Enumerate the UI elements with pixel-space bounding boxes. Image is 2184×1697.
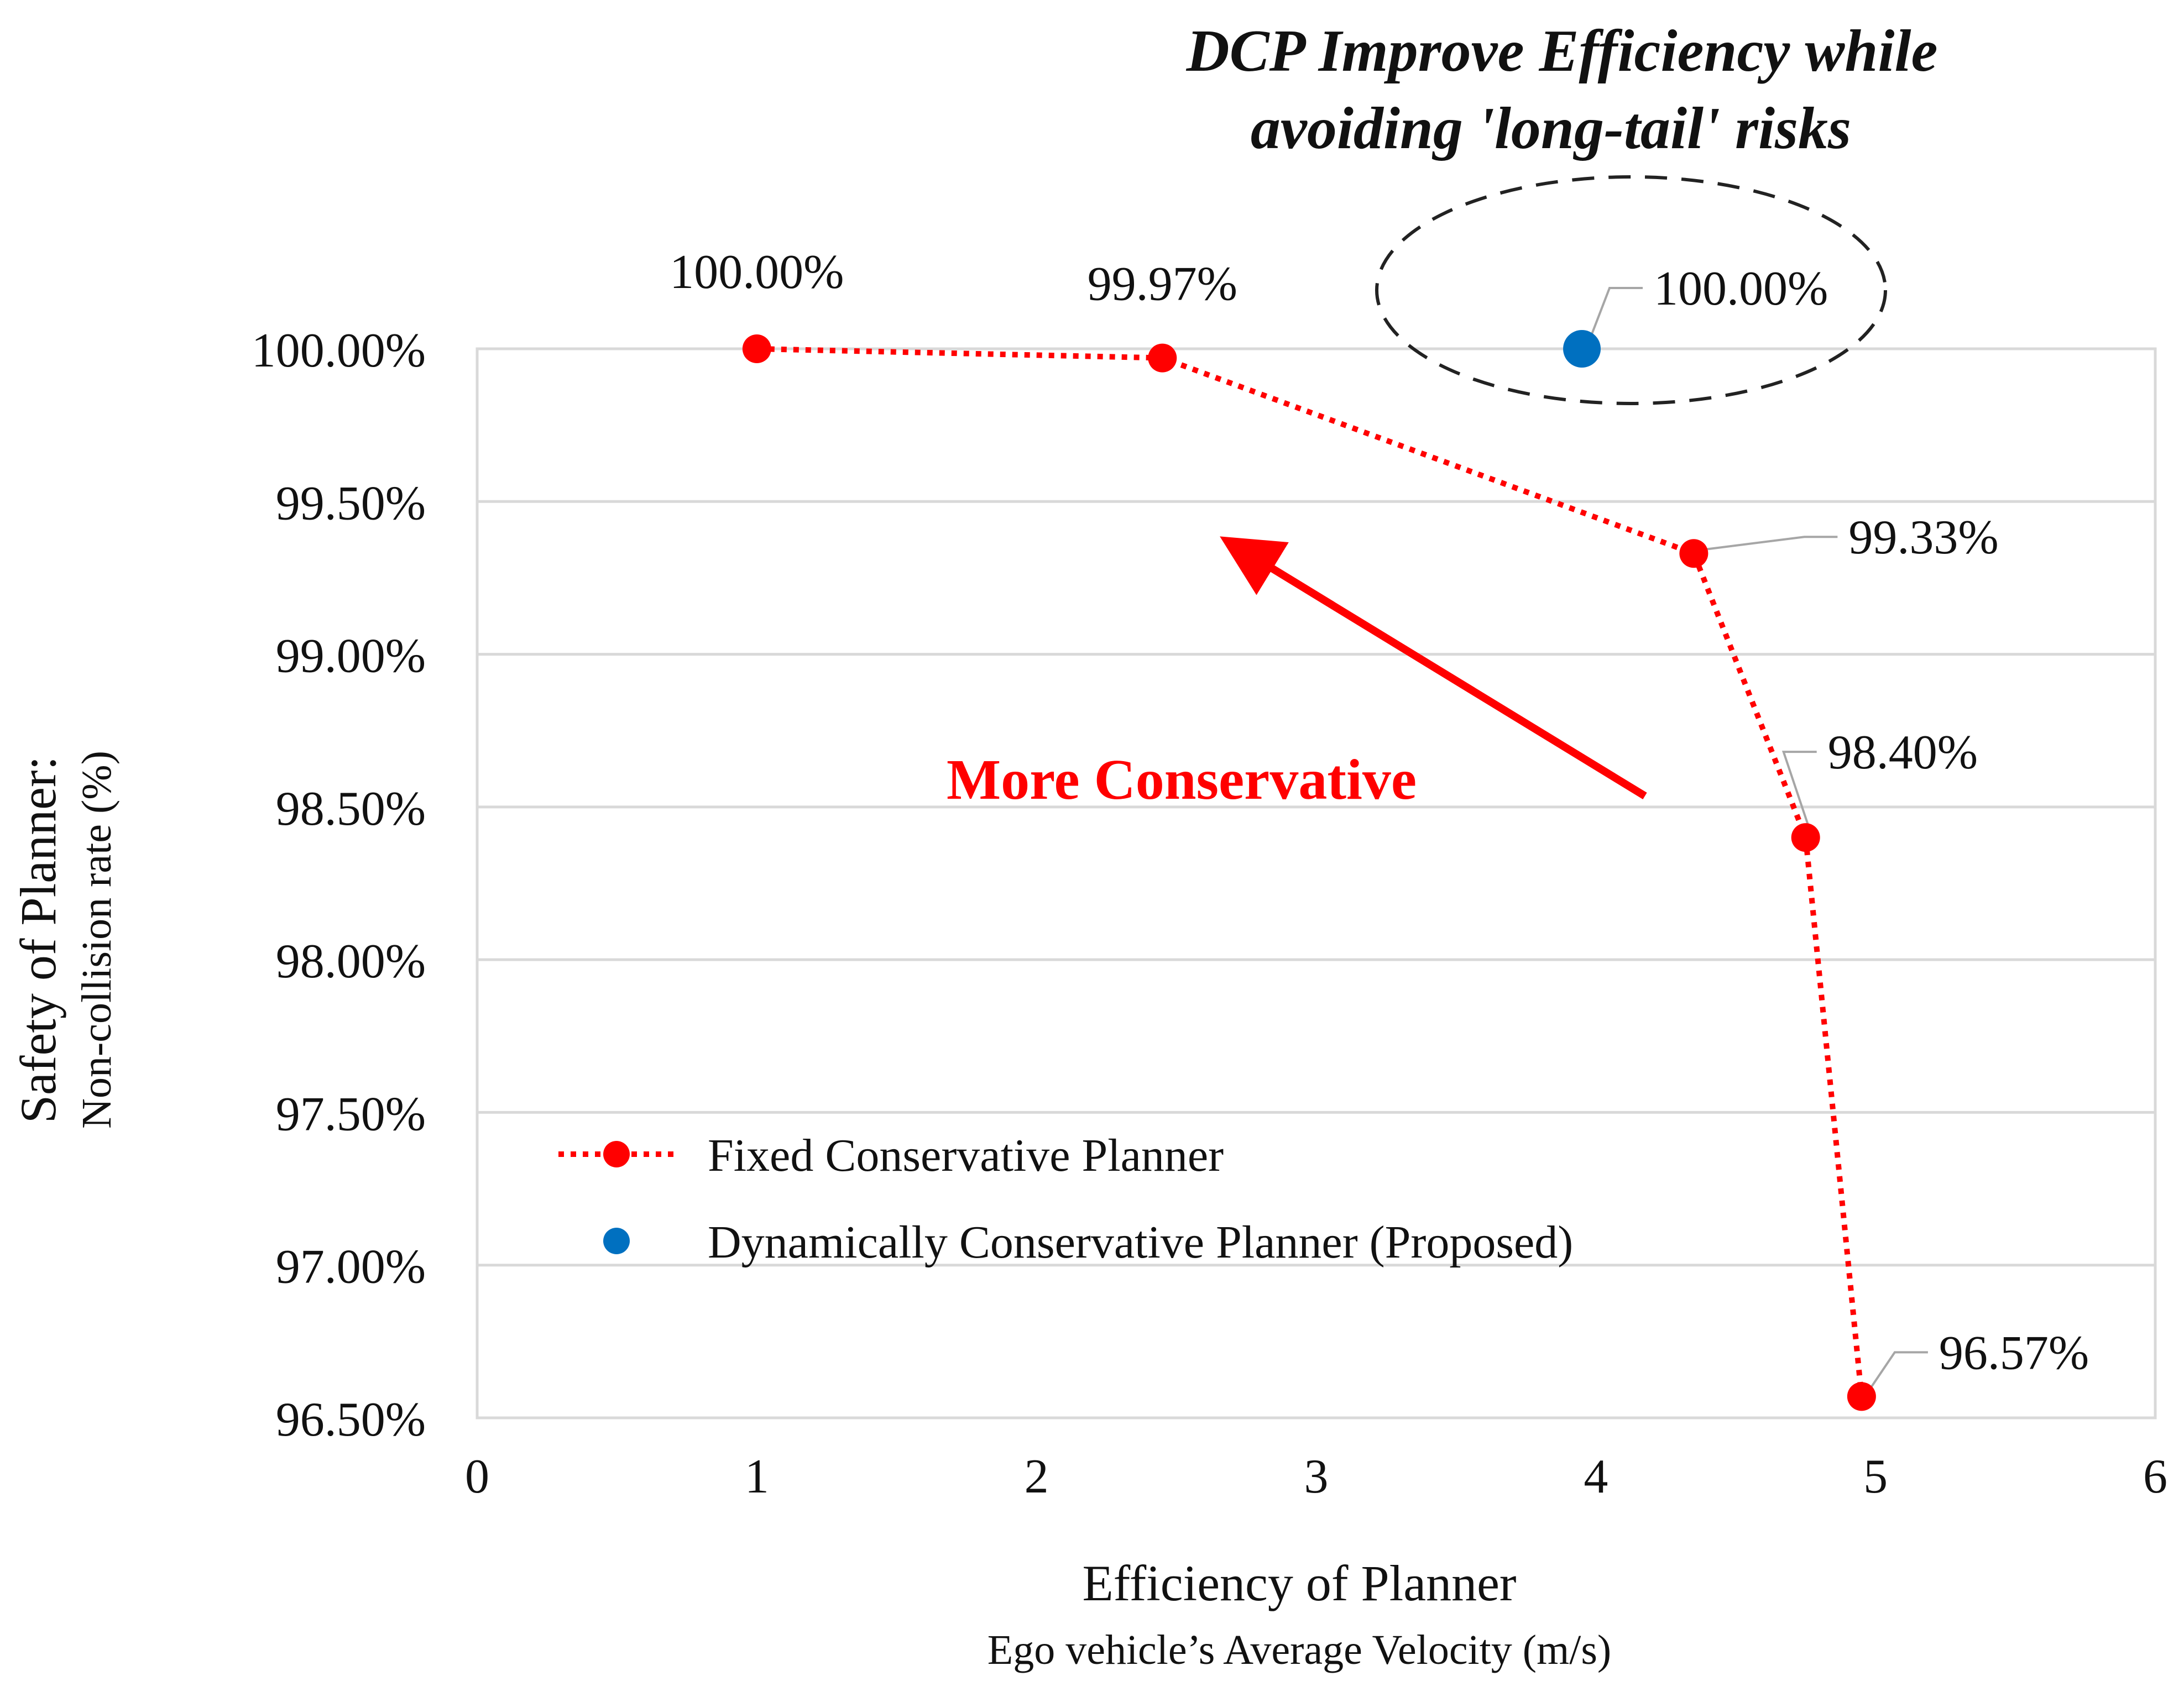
y-tick-label: 100.00% <box>252 324 426 378</box>
legend-marker-dcp <box>603 1228 630 1254</box>
y-tick-label: 99.00% <box>276 630 426 683</box>
highlight-ellipse <box>1375 175 1887 405</box>
chart-title-line-2: avoiding 'long-tail' risks <box>1251 96 1851 161</box>
y-tick-label: 98.00% <box>276 935 426 988</box>
legend-marker-fixed <box>603 1141 630 1167</box>
x-tick-label: 2 <box>1025 1450 1049 1504</box>
legend: Fixed Conservative Planner Dynamically C… <box>558 1130 1573 1268</box>
series-lines <box>756 346 1864 1397</box>
x-tick-label: 3 <box>1304 1450 1329 1504</box>
label-leader-lines <box>1586 287 1928 1394</box>
series-line-0 <box>756 346 1864 1397</box>
data-point <box>1563 330 1601 368</box>
x-axis-title: Efficiency of Planner <box>1082 1555 1516 1611</box>
data-point <box>742 334 771 363</box>
leader-line <box>1781 751 1817 835</box>
y-tick-label: 97.00% <box>276 1240 426 1294</box>
leader-line <box>1699 536 1838 552</box>
chart-title-line-1: DCP Improve Efficiency while <box>1186 18 1938 84</box>
data-labels: 100.00% 99.97% 99.33% 98.40% 96.57% 100.00% <box>670 245 2089 1380</box>
x-tick-label: 6 <box>2143 1450 2167 1504</box>
data-label: 99.97% <box>1088 258 1237 311</box>
data-point <box>1679 539 1708 568</box>
legend-label-dcp: Dynamically Conservative Planner (Propos… <box>708 1217 1573 1268</box>
gridlines <box>477 347 2155 1420</box>
x-tick-label: 4 <box>1584 1450 1608 1504</box>
y-tick-label: 98.50% <box>276 782 426 836</box>
conservative-arrow <box>1220 536 1647 799</box>
data-label: 96.57% <box>1939 1326 2089 1380</box>
data-label: 100.00% <box>670 245 844 299</box>
x-tick-labels: 0 1 2 3 4 5 6 <box>465 1450 2167 1504</box>
legend-label-fixed: Fixed Conservative Planner <box>708 1130 1224 1181</box>
y-axis-subtitle: Non-collision rate (%) <box>74 751 120 1129</box>
data-points <box>742 330 1876 1411</box>
data-label: 100.00% <box>1654 262 1828 316</box>
y-axis-title: Safety of Planner: <box>10 756 66 1123</box>
conservative-annotation: More Conservative <box>947 748 1417 811</box>
data-label: 99.33% <box>1848 511 1998 564</box>
y-tick-labels: 96.50% 97.00% 97.50% 98.00% 98.50% 99.00% 99.5… <box>252 324 426 1447</box>
data-point <box>1847 1382 1876 1411</box>
x-tick-label: 5 <box>1863 1450 1888 1504</box>
plot-border <box>476 347 2157 1420</box>
x-axis-subtitle: Ego vehicle’s Average Velocity (m/s) <box>987 1627 1611 1673</box>
x-tick-label: 0 <box>465 1450 489 1504</box>
data-point <box>1791 823 1820 852</box>
y-tick-label: 99.50% <box>276 476 426 530</box>
x-tick-label: 1 <box>745 1450 769 1504</box>
leader-line <box>1586 287 1643 346</box>
leader-line <box>1866 1351 1928 1394</box>
data-point <box>1148 343 1177 373</box>
y-tick-label: 97.50% <box>276 1087 426 1141</box>
y-tick-label: 96.50% <box>276 1393 426 1447</box>
data-label: 98.40% <box>1828 726 1978 779</box>
